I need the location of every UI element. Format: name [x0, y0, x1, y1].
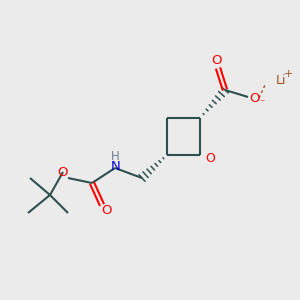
Text: Li: Li [276, 74, 286, 86]
Text: O: O [102, 205, 112, 218]
Text: +: + [283, 69, 293, 79]
Text: ⁻: ⁻ [260, 98, 265, 108]
Text: O: O [211, 55, 221, 68]
Text: O: O [205, 152, 215, 164]
Text: H: H [111, 151, 119, 164]
Text: O: O [250, 92, 260, 104]
Text: N: N [111, 160, 121, 172]
Text: O: O [58, 166, 68, 178]
